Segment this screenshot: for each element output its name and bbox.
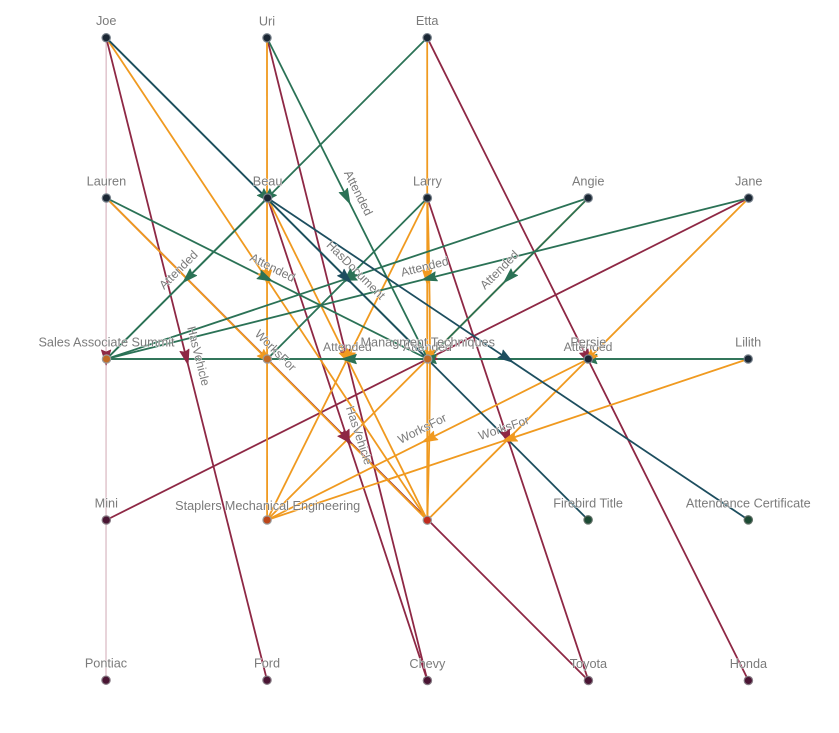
svg-text:Mini: Mini — [95, 496, 118, 510]
svg-text:Etta: Etta — [416, 14, 440, 28]
svg-text:Lilith: Lilith — [735, 335, 761, 349]
svg-text:Staplers: Staplers — [175, 499, 222, 513]
svg-text:Honda: Honda — [730, 657, 768, 671]
svg-text:Toyota: Toyota — [570, 657, 608, 671]
svg-text:Attendance Certificate: Attendance Certificate — [686, 496, 811, 510]
svg-text:Pontiac: Pontiac — [85, 657, 128, 671]
svg-text:Attended: Attended — [403, 340, 452, 354]
svg-text:Joe: Joe — [96, 14, 116, 28]
svg-text:Larry: Larry — [413, 174, 443, 188]
svg-text:Lauren: Lauren — [87, 174, 127, 188]
svg-text:Attended: Attended — [564, 340, 613, 354]
svg-text:Jane: Jane — [735, 175, 763, 189]
svg-text:Mechanical Engineering: Mechanical Engineering — [225, 499, 360, 513]
svg-text:Sales Associate Summit: Sales Associate Summit — [38, 335, 175, 349]
svg-text:Attended: Attended — [323, 340, 372, 354]
svg-text:Ford: Ford — [254, 657, 280, 671]
svg-text:Firebird Title: Firebird Title — [553, 496, 623, 510]
svg-text:Managment Techniques: Managment Techniques — [360, 335, 494, 349]
svg-text:Angie: Angie — [572, 174, 604, 188]
svg-text:Persie: Persie — [570, 335, 606, 349]
svg-text:Beau: Beau — [253, 174, 283, 188]
svg-text:Uri: Uri — [259, 14, 275, 28]
svg-text:Chevy: Chevy — [409, 657, 446, 671]
